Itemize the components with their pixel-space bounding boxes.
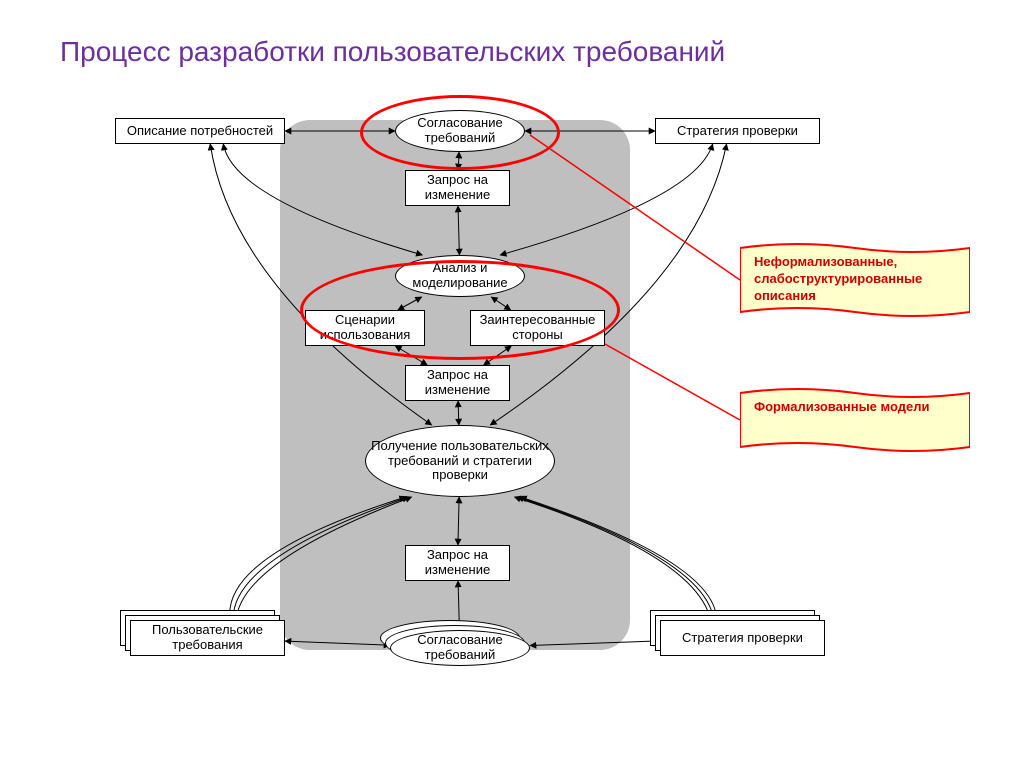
highlight-ellipse-1 [300,260,620,360]
node-n_req1: Запрос на изменение [405,170,510,206]
highlight-ellipse-0 [360,95,560,170]
node-n_get: Получение пользовательских требований и … [365,425,555,497]
node-n_agree2: Согласование требований [390,630,530,666]
callout-1: Формализованные модели [740,385,970,455]
page-title: Процесс разработки пользовательских треб… [60,36,725,68]
node-n_user: Пользовательские требования [130,620,285,656]
node-n_desc: Описание потребностей [115,118,285,144]
node-n_strat1: Стратегия проверки [655,118,820,144]
callout-0: Неформализованные, слабоструктурированны… [740,240,970,320]
node-n_req3: Запрос на изменение [405,545,510,581]
node-n_req2: Запрос на изменение [405,365,510,401]
node-n_strat2: Стратегия проверки [660,620,825,656]
diagram-stage: { "canvas": { "w": 1024, "h": 768, "bg":… [0,0,1024,768]
